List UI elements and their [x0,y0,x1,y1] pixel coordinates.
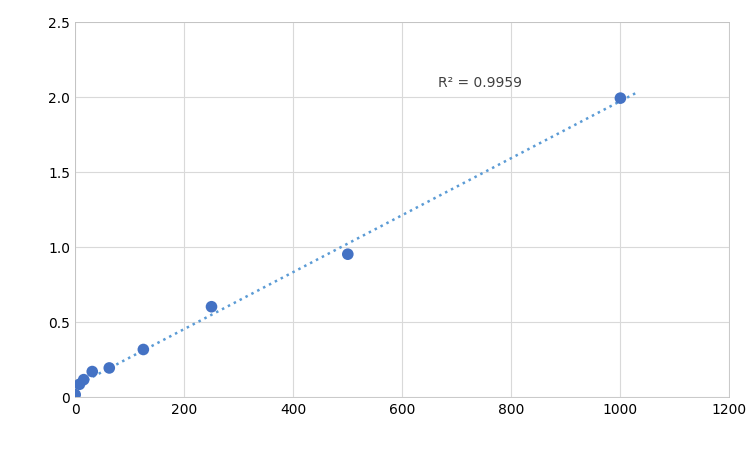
Point [205,304,217,311]
Point [138,346,150,353]
Point [86,368,99,375]
Point [103,364,115,372]
Text: R² = 0.9959: R² = 0.9959 [438,76,522,90]
Point [614,95,626,102]
Point [341,251,353,258]
Point [74,381,86,388]
Point [77,376,89,383]
Point [69,391,81,398]
